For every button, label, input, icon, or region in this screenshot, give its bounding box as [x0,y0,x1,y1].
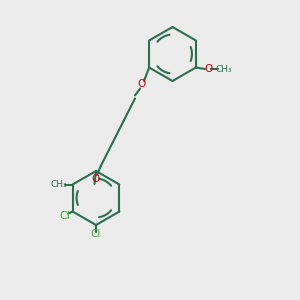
Text: Cl: Cl [91,229,101,239]
Text: CH₃: CH₃ [215,64,232,74]
Text: O: O [91,174,100,184]
Text: O: O [137,79,146,89]
Text: CH₃: CH₃ [51,180,68,189]
Text: Cl: Cl [60,211,70,221]
Text: O: O [204,64,213,74]
